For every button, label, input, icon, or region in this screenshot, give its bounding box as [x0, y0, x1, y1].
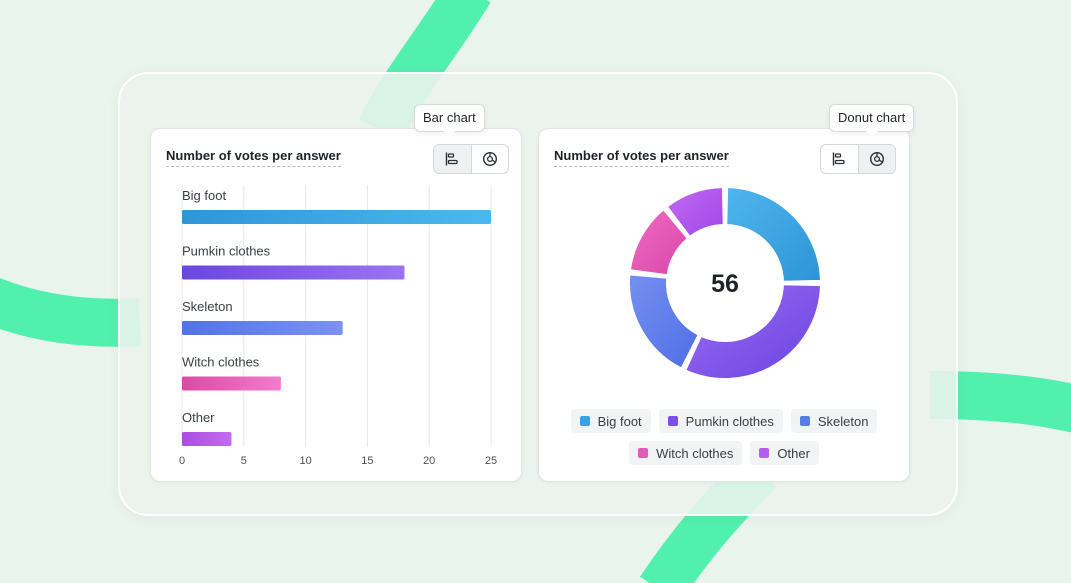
bar[interactable]	[182, 210, 491, 224]
donut-slice[interactable]	[725, 186, 822, 283]
legend-row: Witch clothes Other	[539, 441, 909, 465]
legend-item[interactable]: Other	[750, 441, 819, 465]
donut-chart: 56	[628, 186, 822, 380]
chart-type-toggle	[433, 144, 509, 174]
donut-total-label: 56	[711, 270, 739, 298]
donut-chart-card: Number of votes per answer 56 Big foot Pu…	[538, 128, 910, 482]
legend-label: Pumkin clothes	[685, 413, 774, 429]
bar-chart-icon	[833, 152, 845, 166]
donut-slice[interactable]	[665, 186, 725, 239]
legend-item[interactable]: Witch clothes	[629, 441, 743, 465]
legend-swatch	[667, 416, 678, 426]
x-tick-label: 5	[241, 455, 247, 467]
card-title: Number of votes per answer	[554, 148, 729, 167]
legend-item[interactable]: Skeleton	[790, 409, 878, 433]
category-label: Skeleton	[182, 299, 233, 314]
x-tick-label: 0	[179, 455, 185, 467]
donut-chart-icon	[869, 151, 884, 167]
bar-chart-icon	[446, 152, 458, 166]
donut-slice[interactable]	[628, 207, 690, 277]
bar-chart-toggle-button[interactable]	[821, 145, 858, 173]
donut-slice[interactable]	[628, 273, 701, 370]
donut-chart-toggle-button[interactable]	[470, 145, 509, 173]
legend-label: Skeleton	[817, 413, 869, 429]
category-label: Other	[182, 410, 215, 425]
category-label: Witch clothes	[182, 355, 260, 370]
x-tick-label: 20	[423, 455, 435, 467]
category-label: Pumkin clothes	[182, 244, 271, 259]
legend-swatch	[799, 416, 810, 426]
legend-label: Other	[777, 445, 810, 461]
bar-chart-card: Number of votes per answer 0 5 10 15 20 25 Big…	[150, 128, 522, 482]
legend-label: Witch clothes	[656, 445, 734, 461]
chart-type-toggle	[820, 144, 896, 174]
donut-legend: Big foot Pumkin clothes Skeleton Witch clot…	[539, 409, 909, 473]
bar[interactable]	[182, 432, 232, 446]
bar-chart-tooltip: Bar chart	[414, 104, 485, 137]
legend-label: Big foot	[597, 413, 642, 429]
legend-swatch	[579, 416, 590, 426]
category-label: Big foot	[182, 188, 226, 203]
donut-chart-icon	[482, 151, 497, 167]
donut-chart-tooltip: Donut chart	[829, 104, 915, 137]
bar-chart: 0 5 10 15 20 25 Big foot Pumkin clothes Skeleton…	[179, 185, 497, 467]
legend-item[interactable]: Pumkin clothes	[658, 409, 783, 433]
donut-chart-toggle-button[interactable]	[857, 145, 895, 173]
x-tick-label: 10	[299, 455, 311, 467]
donut-slice[interactable]	[683, 283, 822, 380]
bar[interactable]	[182, 376, 281, 391]
bar[interactable]	[182, 321, 343, 335]
bar[interactable]	[182, 265, 405, 280]
x-tick-label: 15	[361, 455, 373, 467]
bar-chart-toggle-button[interactable]	[434, 145, 471, 173]
legend-swatch	[759, 448, 770, 458]
card-title: Number of votes per answer	[166, 148, 341, 167]
legend-row: Big foot Pumkin clothes Skeleton	[539, 409, 909, 433]
legend-item[interactable]: Big foot	[570, 409, 651, 433]
x-tick-label: 25	[485, 455, 497, 467]
legend-swatch	[638, 448, 649, 458]
